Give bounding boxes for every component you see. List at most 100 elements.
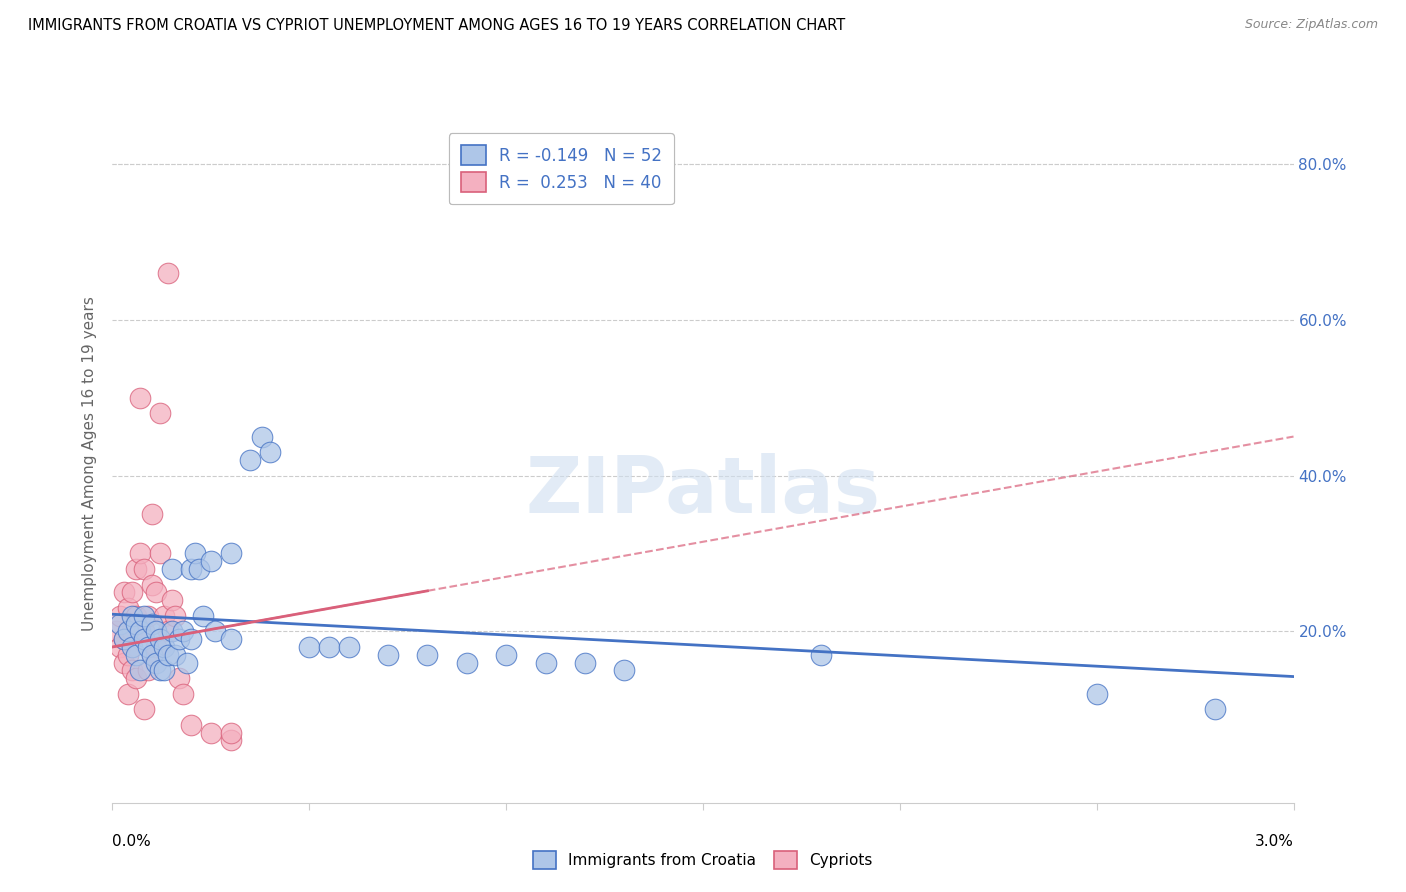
Point	[141, 648, 163, 662]
Text: Source: ZipAtlas.com: Source: ZipAtlas.com	[1244, 18, 1378, 31]
Point	[534, 656, 557, 670]
Point	[184, 546, 207, 560]
Point	[180, 562, 202, 576]
Point	[160, 593, 183, 607]
Point	[172, 687, 194, 701]
Point	[180, 718, 202, 732]
Y-axis label: Unemployment Among Ages 16 to 19 years: Unemployment Among Ages 16 to 19 years	[82, 296, 97, 632]
Point	[136, 663, 159, 677]
Point	[129, 546, 152, 560]
Legend: Immigrants from Croatia, Cypriots: Immigrants from Croatia, Cypriots	[527, 845, 879, 875]
Point	[121, 624, 143, 639]
Point	[117, 648, 139, 662]
Text: ZIPatlas: ZIPatlas	[526, 453, 880, 529]
Point	[141, 648, 163, 662]
Text: 0.0%: 0.0%	[112, 834, 152, 849]
Point	[141, 616, 163, 631]
Point	[112, 632, 135, 647]
Text: 3.0%: 3.0%	[1254, 834, 1294, 849]
Point	[318, 640, 340, 654]
Point	[149, 546, 172, 560]
Point	[156, 624, 179, 639]
Point	[169, 671, 191, 685]
Point	[110, 640, 132, 654]
Point	[613, 663, 636, 677]
Point	[1085, 687, 1108, 701]
Point	[141, 577, 163, 591]
Point	[191, 608, 214, 623]
Point	[129, 624, 152, 639]
Point	[188, 562, 211, 576]
Point	[141, 508, 163, 522]
Point	[495, 648, 517, 662]
Point	[125, 648, 148, 662]
Point	[219, 632, 242, 647]
Point	[112, 656, 135, 670]
Point	[105, 624, 128, 639]
Point	[180, 632, 202, 647]
Point	[110, 608, 132, 623]
Point	[152, 663, 174, 677]
Point	[456, 656, 478, 670]
Point	[125, 671, 148, 685]
Point	[145, 624, 167, 639]
Point	[219, 725, 242, 739]
Point	[165, 608, 187, 623]
Point	[117, 624, 139, 639]
Point	[145, 656, 167, 670]
Point	[156, 266, 179, 280]
Point	[121, 585, 143, 599]
Point	[152, 608, 174, 623]
Point	[117, 687, 139, 701]
Point	[165, 648, 187, 662]
Point	[125, 608, 148, 623]
Point	[117, 601, 139, 615]
Point	[219, 546, 242, 560]
Point	[200, 725, 222, 739]
Point	[574, 656, 596, 670]
Point	[121, 663, 143, 677]
Point	[129, 391, 152, 405]
Point	[200, 554, 222, 568]
Point	[172, 624, 194, 639]
Point	[149, 632, 172, 647]
Point	[132, 632, 155, 647]
Point	[176, 656, 198, 670]
Point	[121, 608, 143, 623]
Point	[250, 429, 273, 443]
Point	[125, 616, 148, 631]
Point	[136, 608, 159, 623]
Point	[149, 663, 172, 677]
Point	[810, 648, 832, 662]
Point	[239, 453, 262, 467]
Point	[132, 562, 155, 576]
Point	[132, 608, 155, 623]
Point	[145, 640, 167, 654]
Legend: R = -0.149   N = 52, R =  0.253   N = 40: R = -0.149 N = 52, R = 0.253 N = 40	[449, 133, 673, 204]
Point	[160, 562, 183, 576]
Point	[169, 632, 191, 647]
Point	[129, 663, 152, 677]
Point	[219, 733, 242, 747]
Point	[204, 624, 226, 639]
Point	[298, 640, 321, 654]
Point	[125, 562, 148, 576]
Point	[149, 406, 172, 420]
Point	[1204, 702, 1226, 716]
Point	[160, 624, 183, 639]
Point	[145, 585, 167, 599]
Point	[136, 640, 159, 654]
Point	[152, 640, 174, 654]
Point	[156, 648, 179, 662]
Point	[377, 648, 399, 662]
Point	[259, 445, 281, 459]
Point	[132, 702, 155, 716]
Point	[416, 648, 439, 662]
Point	[112, 632, 135, 647]
Point	[112, 585, 135, 599]
Point	[337, 640, 360, 654]
Point	[110, 616, 132, 631]
Point	[121, 640, 143, 654]
Point	[132, 624, 155, 639]
Text: IMMIGRANTS FROM CROATIA VS CYPRIOT UNEMPLOYMENT AMONG AGES 16 TO 19 YEARS CORREL: IMMIGRANTS FROM CROATIA VS CYPRIOT UNEMP…	[28, 18, 845, 33]
